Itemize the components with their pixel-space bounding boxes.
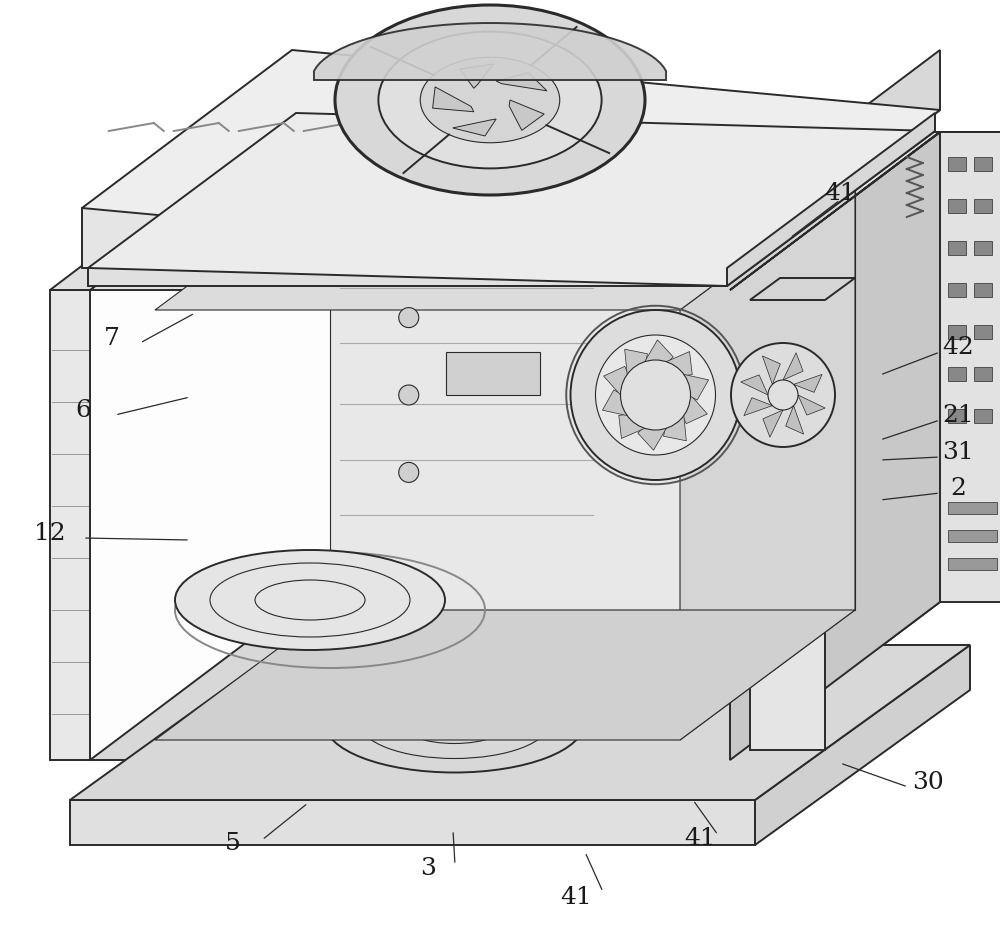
Bar — [974, 157, 992, 171]
Polygon shape — [90, 290, 730, 760]
Bar — [948, 530, 997, 542]
Bar — [974, 409, 992, 423]
Polygon shape — [82, 208, 730, 268]
Polygon shape — [330, 180, 855, 610]
Text: 12: 12 — [34, 522, 66, 545]
Polygon shape — [741, 375, 768, 395]
Bar — [948, 283, 966, 297]
Text: 7: 7 — [104, 327, 120, 349]
Circle shape — [731, 343, 835, 447]
Polygon shape — [70, 645, 970, 800]
Polygon shape — [460, 64, 493, 88]
Polygon shape — [750, 278, 855, 300]
Text: 30: 30 — [912, 771, 944, 794]
Text: 41: 41 — [824, 182, 856, 205]
Circle shape — [399, 385, 419, 405]
Ellipse shape — [335, 5, 645, 195]
Bar — [948, 157, 966, 171]
Polygon shape — [727, 113, 935, 286]
Polygon shape — [645, 340, 673, 379]
Bar — [974, 325, 992, 339]
Polygon shape — [619, 412, 650, 438]
Polygon shape — [604, 366, 638, 395]
Bar — [948, 325, 966, 339]
Polygon shape — [730, 132, 1000, 290]
Polygon shape — [661, 351, 692, 379]
Ellipse shape — [420, 57, 560, 143]
Polygon shape — [155, 180, 855, 310]
Polygon shape — [90, 602, 940, 760]
Polygon shape — [638, 412, 666, 450]
Polygon shape — [670, 374, 709, 400]
Polygon shape — [602, 390, 641, 416]
Text: 2: 2 — [950, 476, 966, 499]
Polygon shape — [88, 268, 727, 286]
Bar — [948, 241, 966, 255]
Circle shape — [399, 462, 419, 482]
Text: 42: 42 — [942, 335, 974, 359]
Ellipse shape — [175, 550, 445, 650]
Text: 21: 21 — [942, 403, 974, 426]
Polygon shape — [730, 132, 940, 760]
Polygon shape — [625, 349, 647, 384]
Circle shape — [596, 335, 716, 455]
Polygon shape — [496, 73, 547, 91]
Polygon shape — [314, 23, 666, 80]
Polygon shape — [755, 645, 970, 845]
Circle shape — [399, 308, 419, 328]
Bar — [948, 502, 997, 514]
Bar — [974, 241, 992, 255]
Bar — [974, 367, 992, 381]
Bar — [948, 199, 966, 213]
Polygon shape — [786, 405, 804, 434]
Polygon shape — [794, 374, 822, 392]
Circle shape — [768, 380, 798, 410]
Circle shape — [570, 310, 740, 480]
Bar — [948, 558, 997, 570]
Polygon shape — [680, 180, 855, 740]
Polygon shape — [940, 132, 1000, 602]
Polygon shape — [750, 300, 825, 750]
Polygon shape — [762, 356, 780, 384]
Polygon shape — [673, 395, 707, 423]
Polygon shape — [763, 410, 783, 438]
Bar — [974, 199, 992, 213]
Polygon shape — [88, 113, 935, 286]
Polygon shape — [798, 395, 825, 415]
Polygon shape — [453, 119, 496, 136]
Polygon shape — [783, 353, 803, 380]
Text: 5: 5 — [225, 831, 241, 854]
Bar — [974, 283, 992, 297]
Bar — [948, 367, 966, 381]
Polygon shape — [50, 290, 90, 760]
Ellipse shape — [378, 31, 602, 169]
Circle shape — [620, 360, 690, 430]
Polygon shape — [744, 398, 772, 416]
Polygon shape — [509, 100, 544, 131]
Polygon shape — [730, 50, 940, 268]
Bar — [446, 352, 540, 395]
Text: 41: 41 — [684, 827, 716, 849]
Polygon shape — [155, 610, 855, 740]
Bar — [948, 409, 966, 423]
Polygon shape — [70, 800, 755, 845]
Polygon shape — [664, 405, 686, 440]
Polygon shape — [50, 252, 140, 290]
Polygon shape — [433, 87, 474, 112]
Text: 31: 31 — [942, 440, 974, 463]
Text: 41: 41 — [560, 885, 592, 908]
Polygon shape — [82, 50, 940, 268]
Text: 3: 3 — [420, 856, 436, 880]
Polygon shape — [90, 132, 940, 290]
Text: 6: 6 — [75, 399, 91, 421]
